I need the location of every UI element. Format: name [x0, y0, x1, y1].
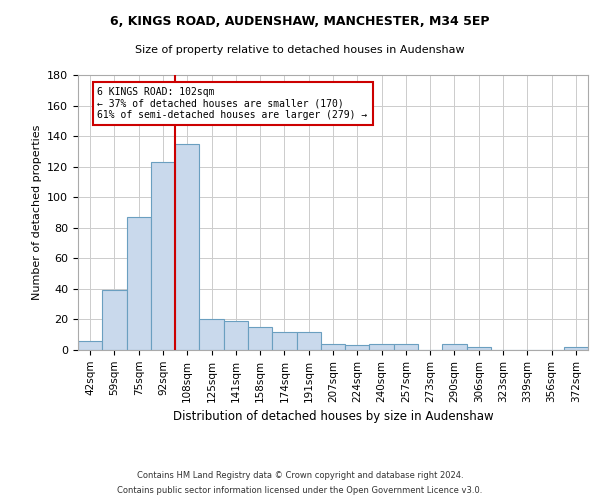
Text: 6 KINGS ROAD: 102sqm
← 37% of detached houses are smaller (170)
61% of semi-deta: 6 KINGS ROAD: 102sqm ← 37% of detached h…	[97, 87, 368, 120]
Text: 6, KINGS ROAD, AUDENSHAW, MANCHESTER, M34 5EP: 6, KINGS ROAD, AUDENSHAW, MANCHESTER, M3…	[110, 15, 490, 28]
X-axis label: Distribution of detached houses by size in Audenshaw: Distribution of detached houses by size …	[173, 410, 493, 423]
Bar	[394, 344, 418, 350]
Bar	[564, 347, 588, 350]
Bar	[321, 344, 345, 350]
Bar	[442, 344, 467, 350]
Bar	[224, 321, 248, 350]
Y-axis label: Number of detached properties: Number of detached properties	[32, 125, 41, 300]
Bar	[248, 327, 272, 350]
Bar	[296, 332, 321, 350]
Bar	[345, 346, 370, 350]
Bar	[151, 162, 175, 350]
Bar	[467, 347, 491, 350]
Bar	[102, 290, 127, 350]
Bar	[127, 217, 151, 350]
Text: Size of property relative to detached houses in Audenshaw: Size of property relative to detached ho…	[135, 45, 465, 55]
Bar	[370, 344, 394, 350]
Text: Contains HM Land Registry data © Crown copyright and database right 2024.: Contains HM Land Registry data © Crown c…	[137, 471, 463, 480]
Bar	[78, 341, 102, 350]
Text: Contains public sector information licensed under the Open Government Licence v3: Contains public sector information licen…	[118, 486, 482, 495]
Bar	[272, 332, 296, 350]
Bar	[199, 320, 224, 350]
Bar	[175, 144, 199, 350]
